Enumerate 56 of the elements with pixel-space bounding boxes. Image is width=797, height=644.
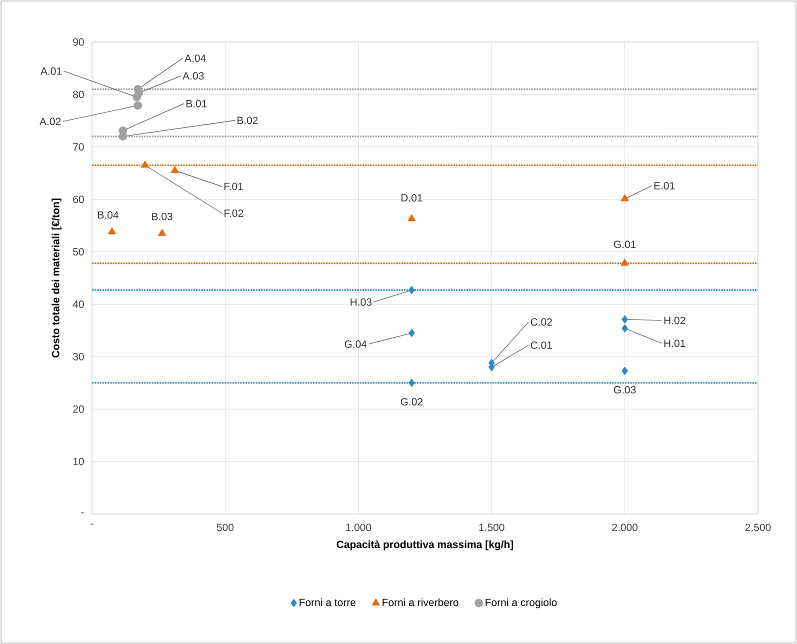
point xyxy=(134,101,142,110)
x-axis-title: Capacità produttiva massima [kg/h] xyxy=(336,540,514,550)
x-tick-label: 2.000 xyxy=(612,524,638,532)
annotation: A.03 xyxy=(182,72,204,80)
point xyxy=(622,324,628,333)
annotation: A.02 xyxy=(40,118,61,126)
annotation: H.02 xyxy=(664,316,686,324)
annotation: H.03 xyxy=(350,298,372,306)
annotation: F.02 xyxy=(224,210,244,217)
point xyxy=(408,328,415,338)
legend-label: Forni a crogiolo xyxy=(486,598,557,608)
y-axis-title: Costo totale dei materiali [€/ton] xyxy=(52,198,62,358)
x-tick-label: 2.500 xyxy=(745,524,771,532)
annotation: G.02 xyxy=(400,398,423,406)
annotation: G.04 xyxy=(344,340,367,348)
y-tick-label: 70 xyxy=(73,143,84,151)
annotation: B.04 xyxy=(98,211,118,219)
annotation: A.01 xyxy=(40,67,62,75)
annotation: H.01 xyxy=(664,340,686,348)
point xyxy=(620,258,629,266)
y-tick-label: 10 xyxy=(73,458,84,466)
legend-label: Forni a torre xyxy=(300,598,356,606)
point xyxy=(108,227,116,234)
x-tick-label: 1.000 xyxy=(346,524,372,532)
point xyxy=(408,286,415,294)
annotation: A.04 xyxy=(184,54,206,62)
point xyxy=(408,378,415,388)
y-tick-label: - xyxy=(81,512,84,514)
y-tick-label: 40 xyxy=(72,300,84,308)
y-tick-label: 50 xyxy=(73,248,84,256)
annotation: C.01 xyxy=(530,341,552,349)
y-tick-label: 90 xyxy=(73,38,84,46)
annotation: G.03 xyxy=(614,386,636,394)
point xyxy=(140,160,150,168)
annotation: D.01 xyxy=(401,194,422,202)
point xyxy=(622,366,628,376)
point xyxy=(622,315,628,324)
legend-label: Forni a riverbero xyxy=(382,598,458,606)
annotation: C.02 xyxy=(530,318,552,326)
point xyxy=(170,166,179,173)
y-tick-label: 20 xyxy=(73,405,84,413)
y-tick-label: 60 xyxy=(73,196,84,204)
annotation: B.02 xyxy=(237,116,258,124)
y-tick-label: 80 xyxy=(73,90,84,98)
annotation: F.01 xyxy=(224,182,243,190)
x-tick-label: 1.500 xyxy=(479,524,504,532)
annotation: E.01 xyxy=(654,182,675,190)
annotation: G.01 xyxy=(614,240,636,248)
y-tick-label: 30 xyxy=(73,352,84,360)
annotation: B.03 xyxy=(152,212,172,220)
point xyxy=(132,92,141,102)
annotation: B.01 xyxy=(186,100,207,108)
point xyxy=(620,194,629,202)
point xyxy=(408,214,416,222)
x-tick-label: 500 xyxy=(216,524,234,532)
point xyxy=(158,228,166,236)
